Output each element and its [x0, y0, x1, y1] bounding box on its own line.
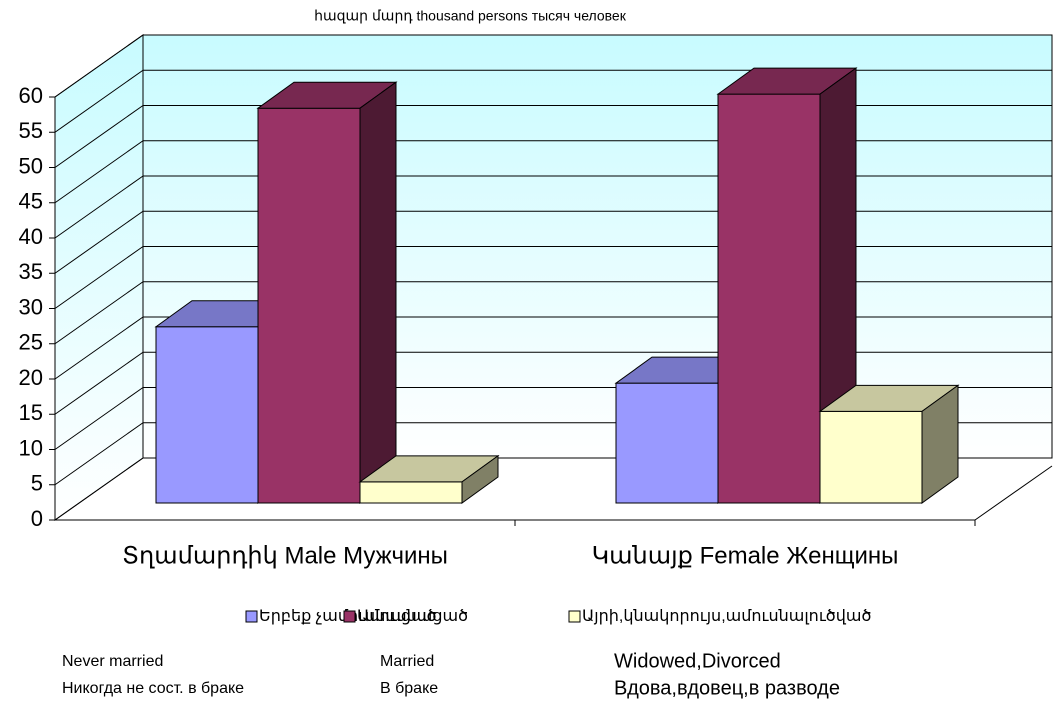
x-tick-label: Տղամարդիկ Male Мужчины	[122, 542, 448, 569]
grid-line	[54, 69, 144, 133]
y-tick-label: 35	[19, 259, 43, 284]
grid-line	[54, 351, 144, 415]
grid-line	[54, 316, 144, 380]
y-tick-label: 45	[19, 189, 43, 214]
grid-line	[54, 175, 144, 239]
y-tick-label: 20	[19, 365, 43, 390]
legend-swatch	[343, 610, 356, 623]
grid-line	[54, 387, 144, 450]
legend-swatch	[245, 610, 258, 623]
legend-swatch	[568, 610, 581, 623]
bar-side	[921, 384, 959, 504]
bar-front	[359, 481, 463, 504]
grid-line	[54, 281, 144, 345]
y-tick-label: 25	[19, 330, 43, 355]
bar-front	[717, 93, 821, 504]
y-tick-label: 5	[31, 471, 43, 496]
grid-line	[54, 210, 144, 274]
grid-line	[54, 140, 144, 204]
grid-line	[54, 422, 144, 486]
y-tick-label: 40	[19, 224, 43, 249]
y-tick-label: 15	[19, 400, 43, 425]
y-tick-label: 10	[19, 435, 43, 460]
bar-front	[819, 410, 923, 504]
bar-front	[155, 326, 259, 504]
bar-front	[257, 107, 361, 504]
grid-line	[54, 246, 144, 309]
annotation: Never married	[62, 653, 163, 670]
y-tick-label: 30	[19, 294, 43, 319]
bar-side	[461, 454, 499, 504]
y-tick-label: 60	[19, 83, 43, 108]
annotation: Вдова,вдовец,в разводе	[614, 677, 840, 699]
annotation: Никогда не сост. в браке	[62, 680, 244, 697]
legend-label: Այրի,կնակորույս,ամուսնալուծված	[582, 608, 871, 625]
y-tick-label: 0	[31, 506, 43, 531]
labels: 0 5 10 15 20 25 30 35 40 45 50 55 60 Տղամարդիկ Male М…	[19, 83, 976, 699]
bars	[154, 67, 960, 504]
annotation: Widowed,Divorced	[614, 650, 781, 672]
y-tick-label: 50	[19, 153, 43, 178]
chart-title: հազար մարդ thousand persons тысяч челове…	[314, 8, 627, 24]
bar-side	[359, 81, 397, 504]
bar-front	[615, 382, 719, 504]
grid-line	[54, 34, 144, 98]
grid-line	[54, 457, 144, 521]
legend-label: Ամուսնացած	[357, 608, 468, 625]
grid-line	[54, 105, 144, 168]
annotation: В браке	[380, 680, 438, 697]
annotation: Married	[380, 653, 434, 670]
y-tick-label: 55	[19, 118, 43, 143]
x-tick-label: Կանայք Female Женщины	[592, 542, 899, 569]
